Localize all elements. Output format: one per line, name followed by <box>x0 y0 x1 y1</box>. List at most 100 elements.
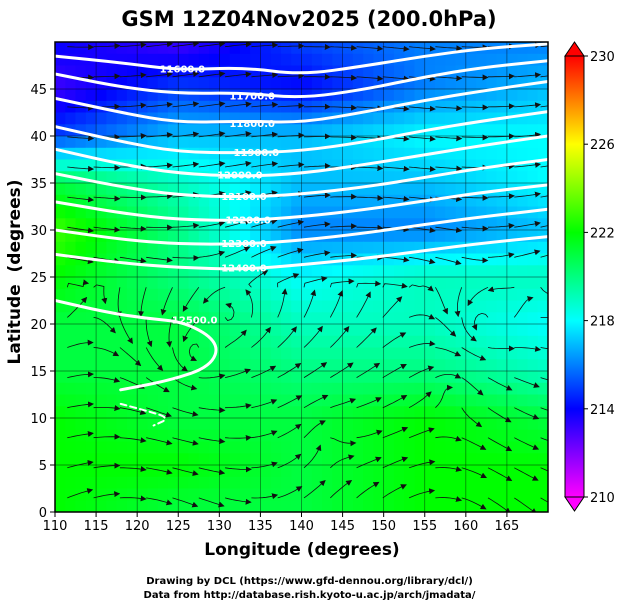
streamline <box>382 256 410 263</box>
field-cell <box>363 42 374 55</box>
streamline <box>146 42 173 48</box>
field-cell <box>517 324 529 337</box>
field-cell <box>178 324 190 337</box>
field-cell <box>147 206 159 219</box>
field-cell <box>435 488 446 501</box>
field-cell <box>393 218 405 231</box>
field-cell <box>373 124 385 137</box>
field-cell <box>465 371 477 384</box>
field-cell <box>435 441 446 454</box>
field-cell <box>281 112 292 125</box>
field-cell <box>322 476 333 490</box>
field-cell <box>239 394 251 407</box>
field-cell <box>209 453 220 466</box>
field-cell <box>168 359 179 372</box>
field-cell <box>393 429 405 443</box>
field-cell <box>96 312 107 325</box>
streamline <box>303 325 323 348</box>
field-cell <box>373 324 385 337</box>
field-cell <box>137 488 149 501</box>
field-cell <box>65 65 77 78</box>
field-cell <box>260 347 272 360</box>
field-cell <box>414 241 426 255</box>
field-cell <box>342 124 354 137</box>
streamline <box>303 480 326 499</box>
field-cell <box>537 335 548 349</box>
field-cell <box>465 147 477 161</box>
field-cell <box>506 324 518 337</box>
field-cell <box>527 265 539 278</box>
field-cell <box>168 241 179 255</box>
field-cell <box>322 300 333 313</box>
field-cell <box>476 488 487 501</box>
field-cell <box>291 171 303 184</box>
field-cell <box>198 288 210 302</box>
field-cell <box>363 488 374 501</box>
field-cell <box>209 324 220 337</box>
streamline <box>202 286 226 304</box>
field-cell <box>527 500 539 512</box>
field-cell <box>445 288 457 302</box>
field-cell <box>496 359 508 372</box>
field-cell <box>178 465 190 478</box>
field-cell <box>527 277 539 290</box>
field-cell <box>486 265 498 278</box>
field-cell <box>116 429 128 443</box>
field-cell <box>363 418 374 431</box>
field-cell <box>270 194 282 208</box>
field-cell <box>517 335 529 349</box>
field-cell <box>352 65 364 78</box>
field-cell <box>65 89 77 102</box>
field-cell <box>291 206 303 219</box>
y-axis-label: Latitude (degrees) <box>5 180 25 365</box>
field-cell <box>486 230 498 243</box>
field-cell <box>445 77 457 90</box>
field-cell <box>383 136 395 149</box>
field-cell <box>239 453 251 466</box>
field-cell <box>239 335 251 349</box>
field-cell <box>301 418 313 431</box>
field-cell <box>486 288 498 302</box>
field-cell <box>137 230 149 243</box>
streamline <box>172 131 200 138</box>
field-cell <box>465 335 477 349</box>
streamline <box>198 220 226 228</box>
field-cell <box>393 324 405 337</box>
field-cell <box>496 77 508 90</box>
field-cell <box>506 265 518 278</box>
field-cell <box>476 347 487 360</box>
field-cell <box>496 230 508 243</box>
field-cell <box>424 371 436 384</box>
field-cell <box>517 65 529 78</box>
field-cell <box>198 159 210 172</box>
field-cell <box>229 371 241 384</box>
field-cell <box>55 206 66 219</box>
field-cell <box>537 206 548 219</box>
field-cell <box>198 324 210 337</box>
field-cell <box>393 488 405 501</box>
field-cell <box>250 382 261 396</box>
field-cell <box>455 77 467 90</box>
field-cell <box>75 194 87 208</box>
field-cell <box>116 65 128 78</box>
field-cell <box>455 112 467 125</box>
field-cell <box>106 406 118 419</box>
field-cell <box>424 488 436 501</box>
field-cell <box>332 147 344 161</box>
field-cell <box>465 253 477 266</box>
streamline <box>330 252 358 259</box>
field-cell <box>291 230 303 243</box>
field-cell <box>198 418 210 431</box>
field-cell <box>527 194 539 208</box>
field-cell <box>137 112 149 125</box>
field-cell <box>404 394 416 407</box>
field-cell <box>342 77 354 90</box>
field-cell <box>147 371 159 384</box>
field-cell <box>291 382 303 396</box>
field-cell <box>435 429 446 443</box>
field-cell <box>332 382 344 396</box>
field-cell <box>424 253 436 266</box>
streamline <box>67 488 94 499</box>
field-cell <box>455 324 467 337</box>
